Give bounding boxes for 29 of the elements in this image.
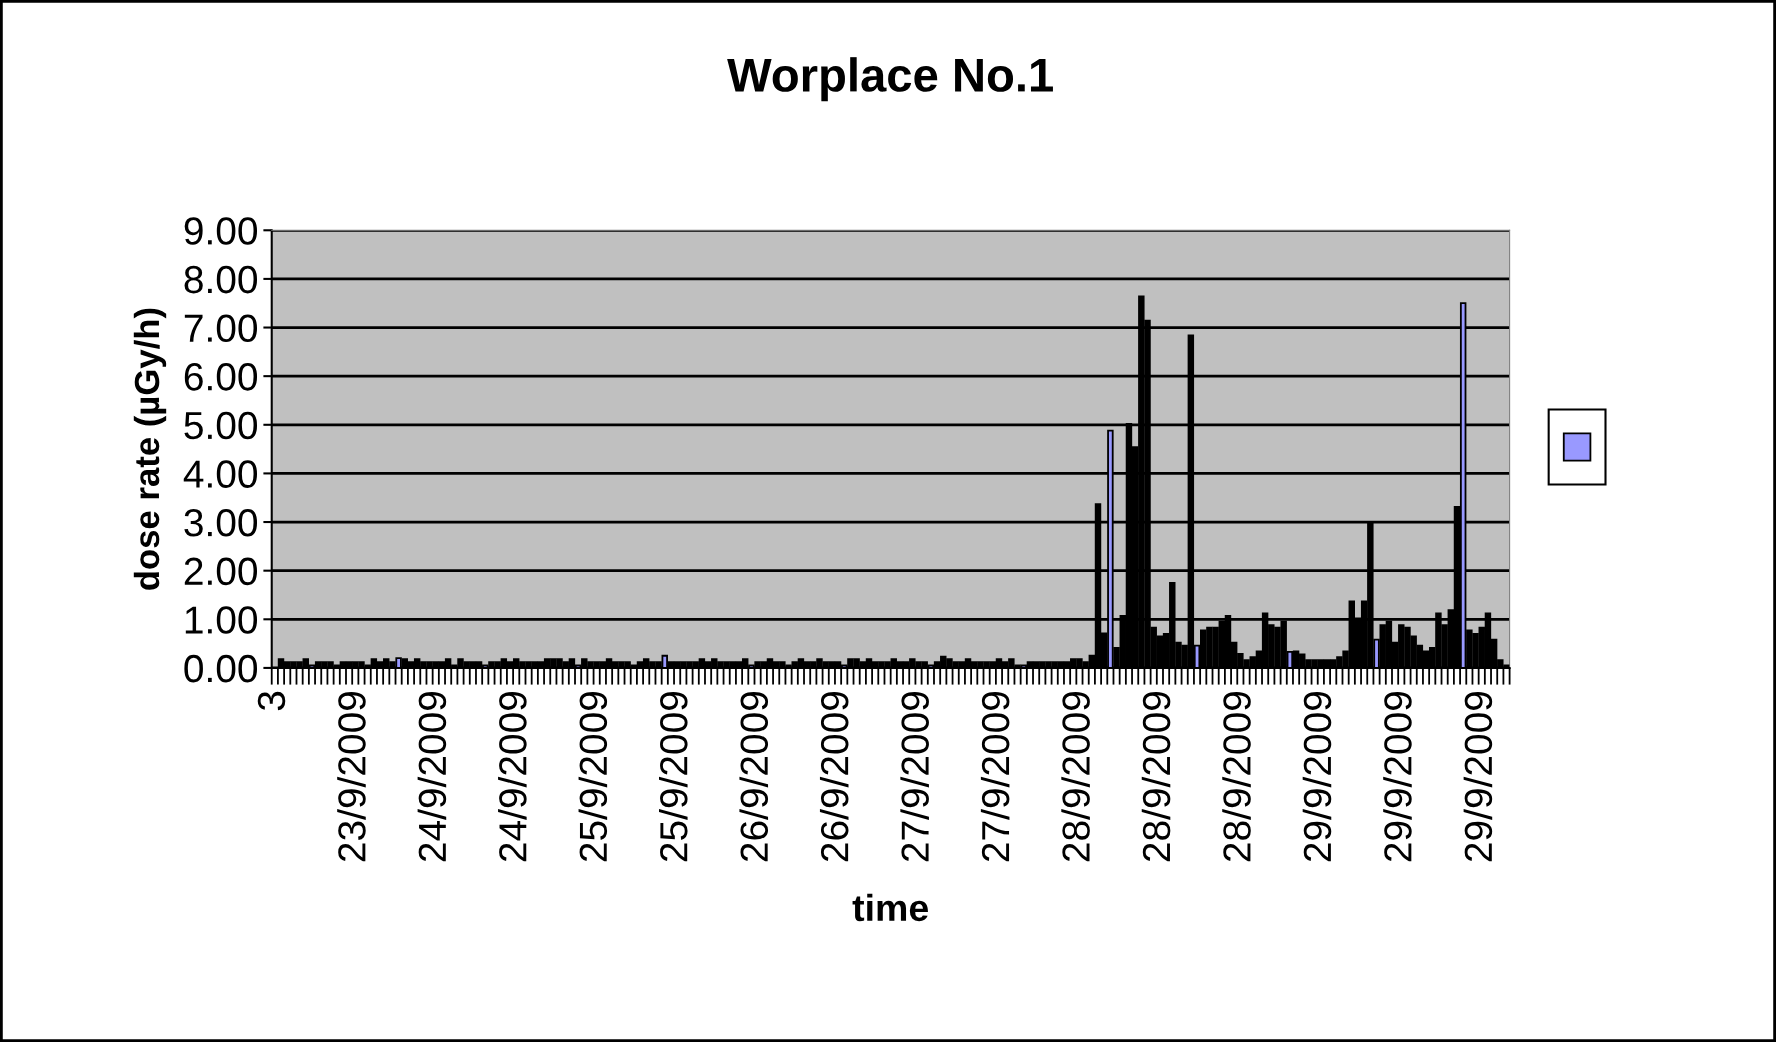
- y-tick-label: 2.00: [184, 557, 258, 586]
- x-tick-label: 28/9/2009: [1141, 691, 1171, 862]
- y-axis-title: dose rate (µGy/h): [133, 308, 167, 590]
- y-tick-label: 8.00: [184, 265, 258, 294]
- y-tick-label: 1.00: [185, 606, 258, 634]
- x-tick-label: 27/9/2009: [900, 691, 929, 862]
- x-tick-label: 26/9/2009: [819, 691, 849, 862]
- x-tick-label: 23/9/2009: [337, 691, 366, 862]
- x-tick-label: 29/9/2009: [1383, 691, 1412, 862]
- x-tick-label: 27/9/2009: [980, 691, 1010, 862]
- x-tick-label: 25/9/2009: [578, 691, 608, 862]
- y-tick-label: 6.00: [184, 363, 258, 391]
- x-tick-label: 26/9/2009: [739, 691, 769, 862]
- y-tick-label: 4.00: [183, 460, 258, 488]
- y-tick-label: 7.00: [184, 314, 258, 343]
- x-tick-label: 29/9/2009: [1463, 691, 1493, 862]
- y-tick-label: 5.00: [184, 411, 258, 440]
- x-tick-label: 25/9/2009: [659, 691, 688, 862]
- x-tick-label: 3: [257, 691, 286, 711]
- x-tick-label: 28/9/2009: [1222, 691, 1251, 862]
- y-tick-label: 0.00: [184, 654, 258, 683]
- chart-title: Worplace No.1: [727, 57, 1053, 102]
- y-tick-label: 3.00: [184, 508, 258, 537]
- x-tick-label: 29/9/2009: [1302, 691, 1332, 862]
- x-axis-title: time: [852, 893, 928, 922]
- x-tick-label: 24/9/2009: [498, 691, 527, 862]
- x-tick-label: 24/9/2009: [417, 691, 447, 862]
- x-tick-label: 28/9/2009: [1061, 691, 1090, 862]
- y-tick-label: 9.00: [184, 217, 258, 245]
